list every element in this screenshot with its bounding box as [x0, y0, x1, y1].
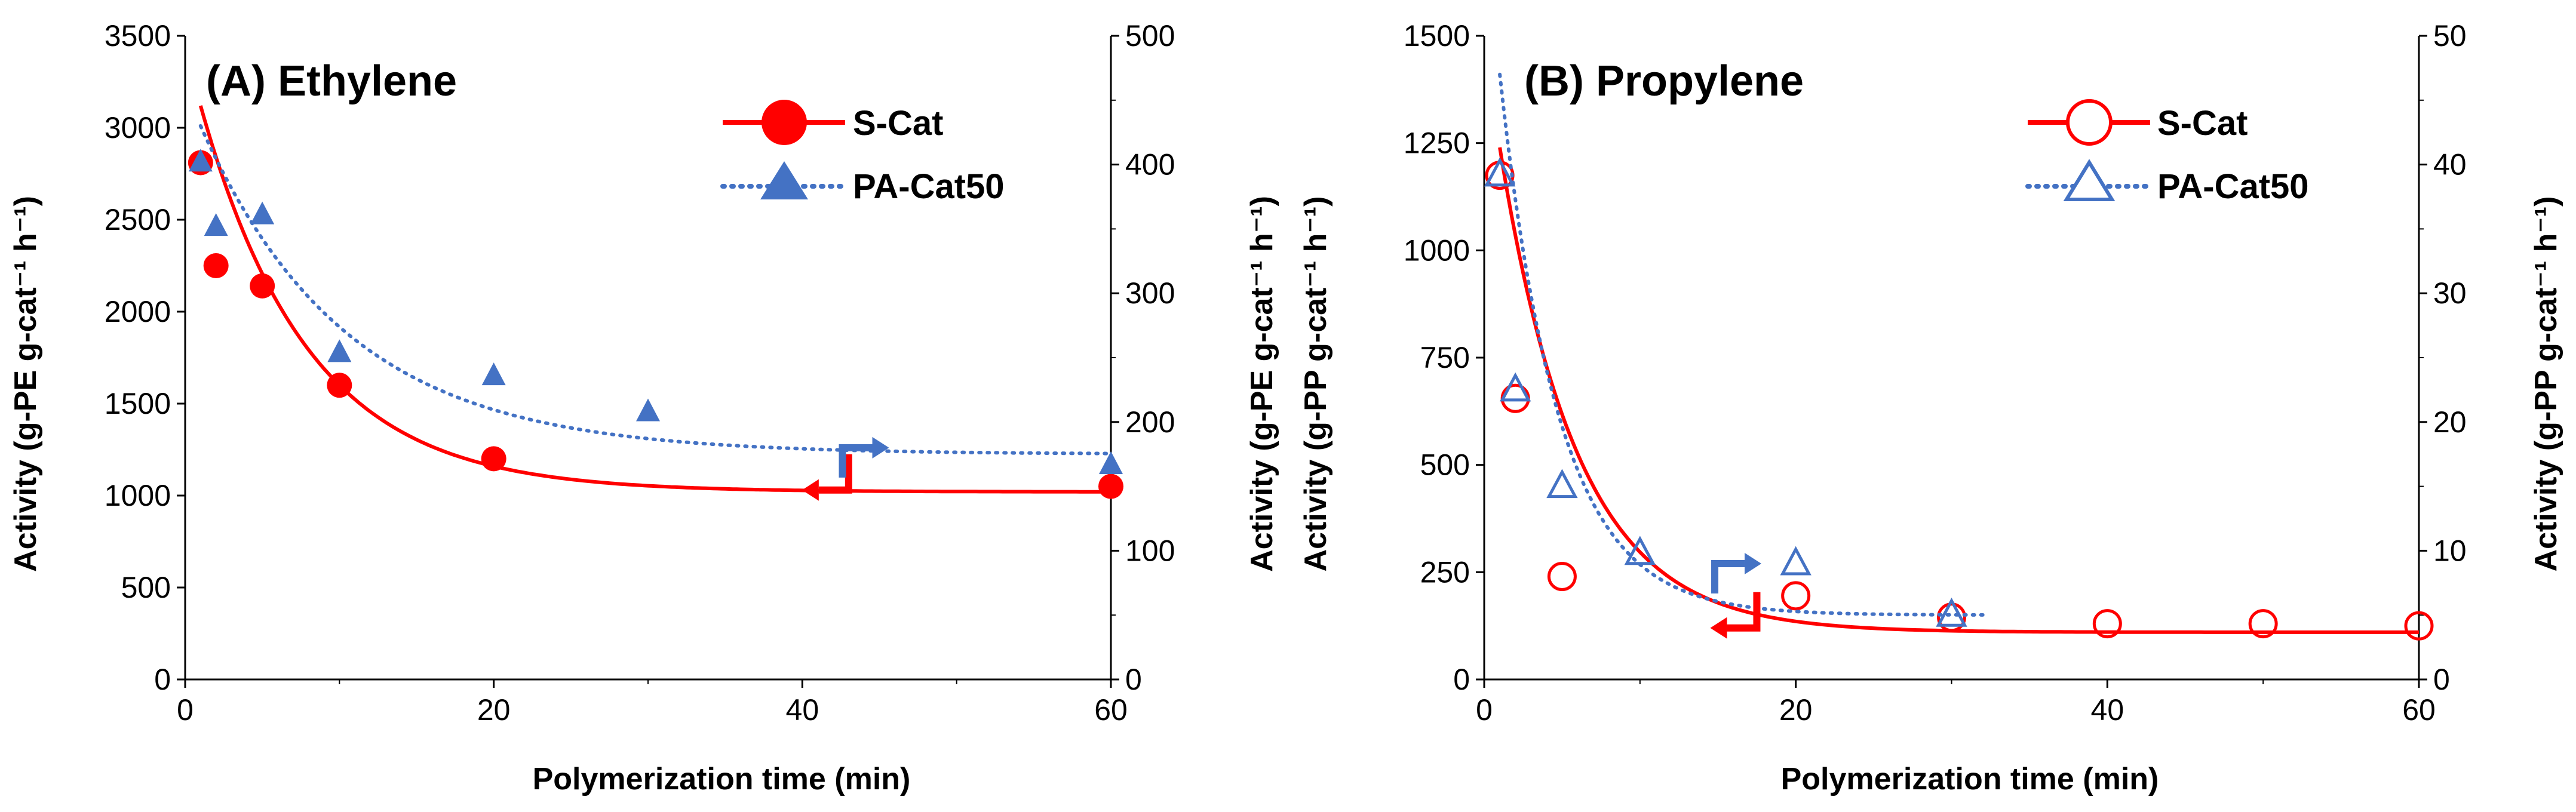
right-y-tick-label: 30: [2433, 276, 2467, 310]
left-y-axis-label: Activity (g-PE g-cat⁻¹ h⁻¹): [8, 196, 43, 572]
legend-label-pa-cat50: PA-Cat50: [2157, 167, 2309, 206]
legend: S-Cat PA-Cat50: [720, 100, 1005, 206]
axis-arrow-left: [818, 454, 852, 494]
x-tick-label: 0: [1476, 693, 1493, 727]
axis-arrow-right: [1711, 559, 1745, 593]
data-point: [1099, 451, 1123, 474]
x-axis-label: Polymerization time (min): [1781, 762, 2159, 796]
right-y-tick-label: 400: [1125, 148, 1175, 182]
left-y-tick-label: 1000: [1404, 233, 1470, 267]
data-point: [327, 373, 352, 398]
chart-title: (A) Ethylene: [206, 57, 457, 105]
left-y-tick-label: 750: [1420, 341, 1470, 374]
data-point: [1500, 383, 1530, 413]
data-point: [481, 446, 506, 472]
axes: 0 20 40 60050010001500200025003000350001002…: [105, 19, 1175, 727]
x-tick-label: 0: [177, 693, 194, 727]
fit-curve: [198, 105, 1111, 494]
data-point: [203, 253, 229, 278]
axis-arrow-left-head: [1710, 617, 1727, 639]
data-point: [1936, 597, 1967, 627]
data-point: [1937, 602, 1966, 632]
x-tick-label: 40: [2091, 693, 2124, 727]
legend-marker-pa-cat50: [2063, 159, 2116, 201]
axis-arrow-right-head: [1745, 552, 1762, 574]
left-y-tick-label: 3500: [105, 19, 171, 53]
legend-label-s-cat: S-Cat: [853, 104, 943, 143]
axis-arrow-left-head: [802, 479, 819, 501]
legend: S-Cat PA-Cat50: [2025, 99, 2309, 206]
right-y-tick-label: 100: [1125, 534, 1175, 567]
left-y-tick-label: 250: [1420, 555, 1470, 589]
data-point: [1484, 157, 1516, 187]
left-y-tick-label: 1250: [1404, 127, 1470, 160]
axis-arrow-right: [839, 444, 873, 478]
data-point: [1499, 372, 1531, 402]
data-point: [250, 201, 275, 224]
fit-curve: [198, 124, 1113, 456]
left-y-tick-label: 0: [1453, 663, 1470, 696]
legend-label-pa-cat50: PA-Cat50: [853, 167, 1005, 206]
left-y-tick-label: 500: [121, 571, 171, 604]
data-point: [481, 362, 506, 386]
axis-arrow-right-head: [872, 436, 889, 459]
data-point: [1547, 562, 1577, 592]
fit-curve: [1498, 147, 2419, 634]
x-axis-label: Polymerization time (min): [533, 762, 911, 796]
left-y-tick-label: 2500: [105, 203, 171, 236]
right-y-tick-label: 20: [2433, 405, 2467, 439]
data-point: [188, 149, 213, 172]
legend-marker-s-cat: [2066, 99, 2113, 146]
fit-curve: [1498, 72, 1985, 617]
left-y-tick-label: 1500: [1404, 19, 1470, 53]
data-point: [204, 213, 228, 236]
left-y-tick-label: 3000: [105, 111, 171, 144]
right-y-tick-label: 300: [1125, 276, 1175, 310]
data-point: [636, 398, 660, 422]
left-y-tick-label: 2000: [105, 295, 171, 328]
data-point: [1780, 546, 1812, 576]
panel-propylene: (B) Propylene Polymerization time (min) …: [1298, 19, 2563, 796]
right-y-tick-label: 500: [1125, 19, 1175, 53]
legend-label-s-cat: S-Cat: [2157, 104, 2248, 143]
legend-marker-pa-cat50: [760, 161, 808, 199]
x-tick-label: 40: [786, 693, 819, 727]
legend-marker-s-cat: [762, 100, 807, 145]
left-y-tick-label: 1500: [105, 387, 171, 420]
data-point: [2404, 611, 2434, 641]
chart-title: (B) Propylene: [1524, 57, 1804, 105]
series-pa-cat50: [1484, 72, 1985, 627]
right-y-tick-label: 40: [2433, 148, 2467, 182]
right-y-axis-label: Activity (g-PP g-cat⁻¹ h⁻¹): [2529, 196, 2563, 572]
right-y-tick-label: 200: [1125, 405, 1175, 439]
series-s-cat: [1485, 147, 2434, 641]
x-tick-label: 60: [1094, 693, 1128, 727]
data-point: [1098, 473, 1123, 499]
x-tick-label: 60: [2402, 693, 2436, 727]
data-point: [327, 339, 352, 362]
panel-ethylene: (A) Ethylene Polymerization time (min) A…: [8, 19, 1279, 796]
right-y-tick-label: 10: [2433, 534, 2467, 567]
x-tick-label: 20: [1779, 693, 1813, 727]
left-y-axis-label: Activity (g-PP g-cat⁻¹ h⁻¹): [1298, 196, 1333, 572]
left-y-tick-label: 0: [154, 663, 171, 696]
data-point: [2248, 609, 2278, 639]
right-y-axis-label: Activity (g-PE g-cat⁻¹ h⁻¹): [1245, 196, 1279, 572]
data-point: [1781, 581, 1811, 611]
data-point: [250, 273, 275, 299]
series-pa-cat50: [188, 124, 1123, 474]
axis-arrow-left: [1727, 592, 1761, 632]
data-point: [1546, 469, 1578, 499]
right-y-tick-label: 50: [2433, 19, 2467, 53]
right-y-tick-label: 0: [2433, 663, 2450, 696]
right-y-tick-label: 0: [1125, 663, 1142, 696]
data-point: [1624, 536, 1656, 565]
left-y-tick-label: 500: [1420, 448, 1470, 482]
x-tick-label: 20: [477, 693, 511, 727]
left-y-tick-label: 1000: [105, 479, 171, 512]
data-point: [2092, 609, 2122, 639]
